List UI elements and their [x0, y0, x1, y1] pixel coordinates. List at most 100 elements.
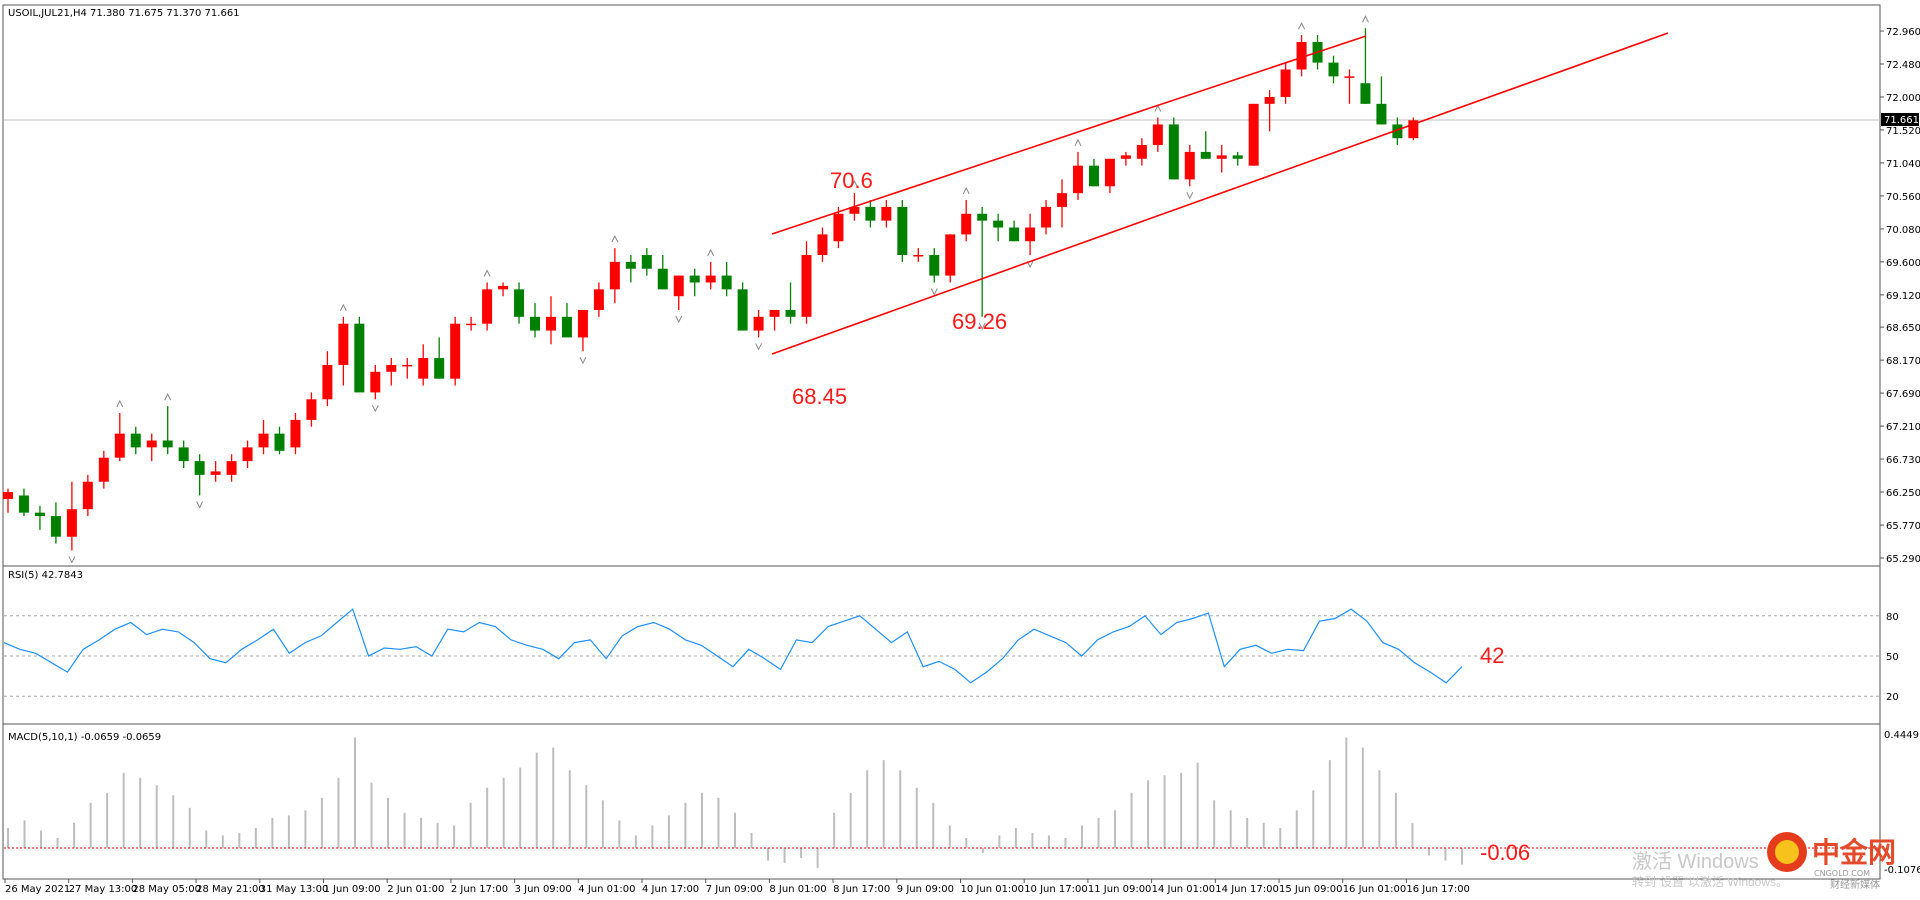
brand-name: 中金网 [1812, 836, 1896, 869]
candle [178, 440, 189, 468]
candle [226, 454, 237, 482]
candle [146, 433, 157, 462]
time-label: 4 Jun 17:00 [642, 884, 699, 895]
price-tick-label: 67.690 [1886, 389, 1920, 400]
candle [673, 275, 684, 310]
fractal-up-icon [1074, 138, 1082, 147]
candle [1200, 131, 1211, 159]
rsi-levels: 80 50 20 [4, 612, 1899, 703]
brand-sub: 财经新媒体 [1830, 878, 1880, 891]
time-label: 28 May 05:00 [132, 884, 201, 895]
candle [801, 241, 812, 324]
candle [657, 254, 668, 290]
candle [34, 505, 45, 530]
brand-url: CNGOLD.COM [1814, 869, 1870, 878]
candle [306, 392, 317, 427]
candle [210, 461, 221, 482]
fractal-down-icon [371, 405, 379, 413]
candle [561, 303, 572, 338]
price-tick-label: 71.520 [1886, 126, 1920, 137]
fractal-up-icon [116, 399, 124, 408]
candle [98, 450, 109, 489]
candle [769, 309, 780, 331]
time-label: 16 Jun 01:00 [1343, 884, 1407, 895]
candle [1168, 117, 1179, 180]
time-label: 31 May 13:00 [260, 884, 329, 895]
current-price-line: 71.661 [4, 113, 1919, 126]
time-label: 3 Jun 09:00 [515, 884, 572, 895]
candle [50, 502, 61, 544]
candle [322, 351, 333, 407]
candle [721, 261, 732, 297]
candle [194, 454, 205, 496]
annotation-69-26: 69.26 [952, 309, 1007, 334]
fractal-down-icon [930, 288, 938, 296]
candle [545, 296, 556, 345]
candle [577, 309, 588, 352]
candle [66, 481, 77, 551]
time-label: 10 Jun 01:00 [961, 884, 1025, 895]
candle [817, 227, 828, 262]
candle [833, 206, 844, 249]
candle [1280, 62, 1291, 104]
time-label: 2 Jun 01:00 [387, 884, 444, 895]
annotation-70-6: 70.6 [830, 168, 873, 193]
candle [961, 200, 972, 242]
fractal-down-icon [579, 356, 587, 365]
time-label: 8 Jun 17:00 [833, 884, 890, 895]
rsi-title: RSI(5) 42.7843 [8, 570, 83, 581]
candle [530, 303, 541, 338]
candle [1360, 28, 1371, 104]
candle [338, 316, 349, 386]
candle [593, 282, 604, 317]
fractal-up-icon [850, 180, 858, 188]
price-tick-label: 68.170 [1886, 356, 1920, 367]
time-label: 2 Jun 17:00 [451, 884, 508, 895]
price-tick-label: 67.210 [1886, 422, 1920, 433]
candle [434, 337, 445, 379]
candle [386, 358, 397, 386]
fractal-up-icon [962, 186, 970, 195]
candle [370, 364, 381, 400]
rsi-annotation: 42 [1480, 643, 1504, 668]
candle [162, 406, 173, 455]
fractal-up-icon [483, 269, 491, 277]
candle [1344, 69, 1355, 104]
candle [1057, 179, 1068, 228]
rsi-line [3, 608, 1463, 684]
candle [514, 282, 525, 324]
price-tick-label: 72.480 [1886, 60, 1920, 71]
candle [1328, 55, 1339, 84]
candle [1152, 117, 1163, 152]
candle [498, 282, 509, 297]
candle [1120, 151, 1131, 166]
fractal-down-icon [196, 501, 204, 509]
candle [1025, 213, 1036, 255]
price-tick-label: 72.000 [1886, 93, 1920, 104]
candle [1088, 158, 1099, 187]
macd-axis-top: 0.4449 [1884, 730, 1919, 741]
brand-logo: 中金网 CNGOLD.COM 财经新媒体 [1767, 832, 1896, 891]
channel-upper-line [771, 35, 1367, 235]
fractal-up-icon [164, 393, 172, 401]
time-label: 8 Jun 01:00 [769, 884, 826, 895]
candle [785, 282, 796, 324]
candle [865, 200, 876, 228]
candle [290, 413, 301, 455]
candle [1216, 145, 1227, 173]
candle [1136, 138, 1147, 166]
price-tick-label: 68.650 [1886, 323, 1920, 334]
candle [753, 309, 764, 338]
macd-annotation: -0.06 [1480, 840, 1530, 865]
candle [114, 413, 125, 462]
channel-lower-line [771, 32, 1669, 355]
time-label: 10 Jun 17:00 [1024, 884, 1088, 895]
fractal-up-icon [611, 235, 619, 243]
candle [993, 213, 1004, 242]
candle [689, 268, 700, 297]
price-tick-label: 70.560 [1886, 192, 1920, 203]
candle [945, 234, 956, 283]
rsi-level-label: 50 [1886, 652, 1899, 663]
